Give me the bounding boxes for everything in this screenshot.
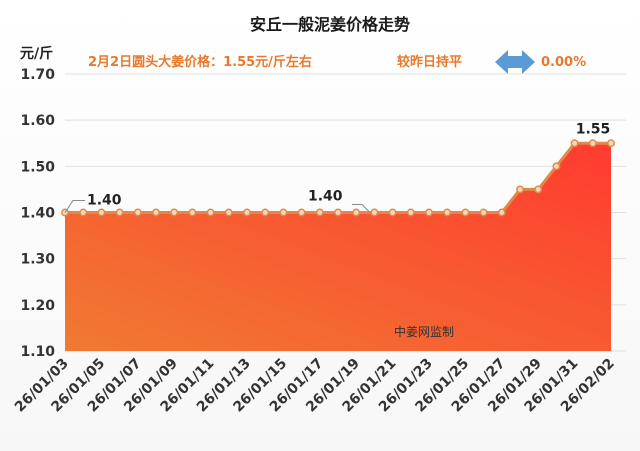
- data-point: [406, 208, 415, 217]
- x-axis-ticks: 26/01/0326/01/0526/01/0726/01/0926/01/11…: [12, 356, 618, 416]
- data-point: [388, 208, 397, 217]
- data-point: [570, 139, 579, 148]
- data-point: [607, 139, 615, 148]
- y-tick-label: 1.70: [20, 67, 55, 83]
- data-point: [224, 208, 233, 217]
- data-point: [279, 208, 288, 217]
- y-tick-label: 1.60: [20, 113, 55, 129]
- data-labels: 1.40 1.40 1.55: [64, 121, 611, 213]
- data-point: [261, 208, 270, 217]
- y-axis-ticks: 1.10 1.20 1.30 1.40 1.50 1.60 1.70: [20, 67, 55, 360]
- data-point: [243, 208, 251, 217]
- data-point: [461, 208, 470, 217]
- data-point: [552, 162, 561, 171]
- price-area: [65, 143, 611, 351]
- y-tick-label: 1.10: [20, 344, 55, 360]
- area-series: [65, 143, 611, 351]
- data-point: [425, 208, 433, 217]
- data-point: [115, 208, 124, 217]
- double-arrow-icon: [495, 50, 535, 74]
- data-point: [479, 208, 488, 217]
- data-point: [133, 208, 142, 217]
- data-point: [315, 208, 324, 217]
- chart-title: 安丘一般泥姜价格走势: [250, 15, 410, 34]
- data-label: 1.55: [576, 121, 611, 137]
- compare-subtitle: 较昨日持平: [397, 54, 462, 70]
- data-label-leader: [64, 200, 85, 213]
- data-label: 1.40: [87, 193, 122, 209]
- data-point: [297, 208, 306, 217]
- watermark-text: 中姜网监制: [394, 324, 454, 339]
- data-point: [352, 208, 361, 217]
- data-point: [152, 208, 160, 217]
- data-point: [79, 208, 88, 217]
- data-point: [370, 208, 379, 217]
- data-point: [188, 208, 197, 217]
- data-point: [97, 208, 106, 217]
- data-point: [334, 208, 342, 217]
- data-label-leader: [352, 204, 371, 213]
- y-tick-label: 1.50: [20, 159, 55, 175]
- y-tick-label: 1.40: [20, 206, 55, 222]
- data-label: 1.40: [308, 189, 343, 205]
- change-percent: 0.00%: [541, 55, 586, 70]
- data-markers: [61, 139, 615, 217]
- price-subtitle: 2月2日圆头大姜价格：1.55元/斤左右: [88, 54, 312, 70]
- y-tick-label: 1.20: [20, 298, 55, 314]
- data-point: [170, 208, 179, 217]
- data-point: [443, 208, 452, 217]
- data-point: [588, 139, 597, 148]
- data-point: [516, 185, 524, 194]
- data-point: [497, 208, 506, 217]
- y-tick-label: 1.30: [20, 252, 55, 268]
- y-axis-unit: 元/斤: [20, 45, 53, 62]
- data-point: [534, 185, 543, 194]
- data-point: [206, 208, 215, 217]
